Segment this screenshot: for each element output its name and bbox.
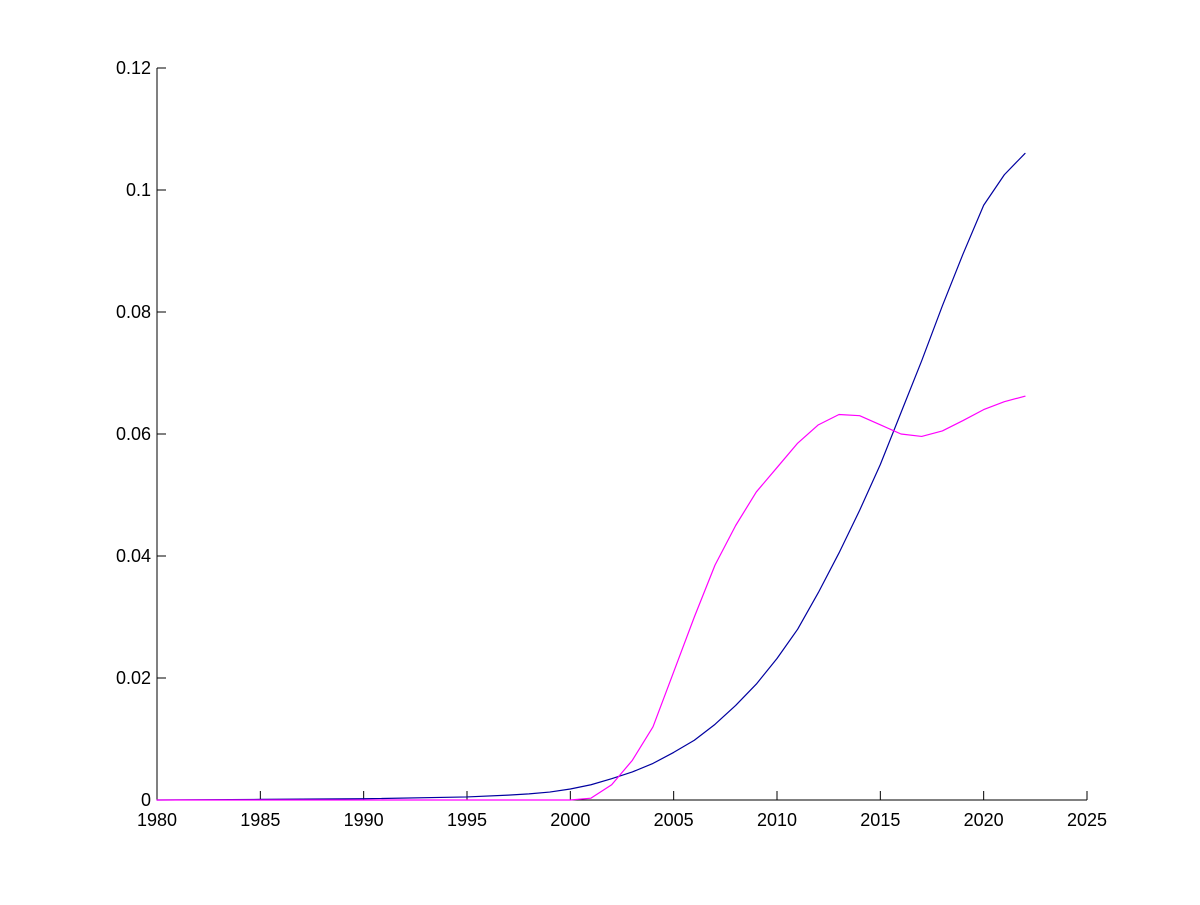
x-tick-label: 1995: [447, 810, 487, 830]
x-tick-label: 1985: [240, 810, 280, 830]
series-line-1: [156, 152, 1026, 801]
x-tick-label: 1980: [137, 810, 177, 830]
axes: 1980 1985 1990 1995 2000 2005 2010 2015 2020 2025…: [116, 58, 1107, 830]
x-tick-label: 2025: [1067, 810, 1107, 830]
x-tick-label: 2005: [654, 810, 694, 830]
x-tick-label: 2010: [757, 810, 797, 830]
series-line-2: [156, 395, 1026, 801]
series-layer: [156, 152, 1026, 801]
x-tick-label: 2020: [964, 810, 1004, 830]
y-tick-label: 0.08: [116, 302, 151, 322]
y-tick-label: 0.02: [116, 668, 151, 688]
y-tick-label: 0.04: [116, 546, 151, 566]
y-tick-label: 0.1: [126, 180, 151, 200]
x-tick-label: 1990: [344, 810, 384, 830]
y-tick-label: 0.12: [116, 58, 151, 78]
y-tick-label: 0: [141, 790, 151, 810]
x-tick-label: 2000: [550, 810, 590, 830]
y-tick-label: 0.06: [116, 424, 151, 444]
x-tick-label: 2015: [860, 810, 900, 830]
